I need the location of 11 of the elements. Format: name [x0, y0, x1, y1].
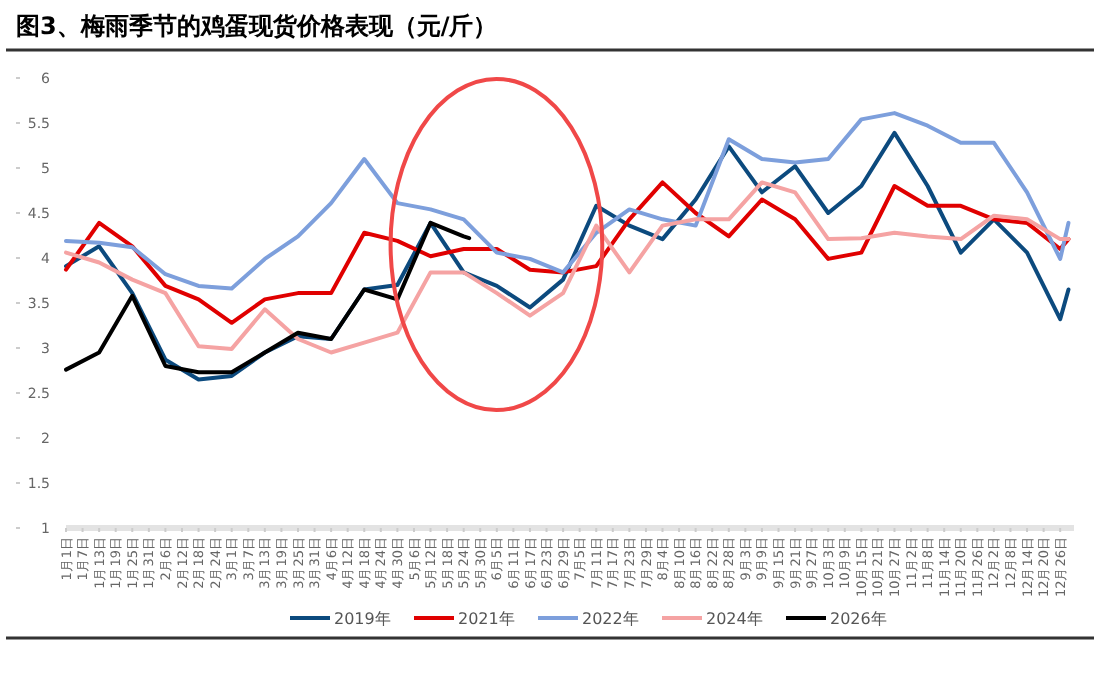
line-series [64, 220, 472, 375]
line-series [64, 111, 1071, 291]
line-series [64, 180, 1071, 325]
legend-label: 2026年 [830, 609, 887, 628]
line-series [64, 180, 1071, 355]
line-series [64, 130, 1071, 382]
legend-label: 2019年 [334, 609, 391, 628]
legend-label: 2022年 [582, 609, 639, 628]
chart-title: 图3、梅雨季节的鸡蛋现货价格表现（元/斤） [16, 12, 498, 40]
legend-label: 2021年 [458, 609, 515, 628]
legend-label: 2024年 [706, 609, 763, 628]
